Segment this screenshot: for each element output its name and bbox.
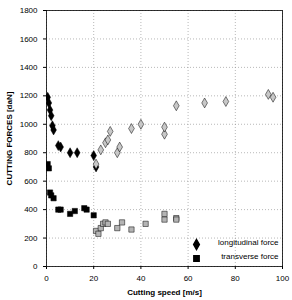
svg-text:1000: 1000 [20, 120, 38, 129]
svg-text:1600: 1600 [20, 35, 38, 44]
svg-text:20: 20 [89, 274, 98, 283]
svg-text:400: 400 [24, 205, 38, 214]
svg-text:100: 100 [276, 274, 290, 283]
svg-text:40: 40 [136, 274, 145, 283]
svg-text:800: 800 [24, 148, 38, 157]
svg-text:Cutting speed [m/s]: Cutting speed [m/s] [127, 288, 202, 297]
svg-text:1800: 1800 [20, 6, 38, 15]
svg-text:200: 200 [24, 234, 38, 243]
svg-text:CUTTING FORCES [daN]: CUTTING FORCES [daN] [5, 91, 14, 185]
svg-text:0: 0 [33, 262, 38, 271]
svg-text:transverse force: transverse force [221, 252, 279, 261]
svg-text:1400: 1400 [20, 63, 38, 72]
svg-text:80: 80 [231, 274, 240, 283]
svg-text:1200: 1200 [20, 91, 38, 100]
svg-text:60: 60 [184, 274, 193, 283]
svg-text:600: 600 [24, 177, 38, 186]
svg-text:longitudinal force: longitudinal force [218, 238, 279, 247]
svg-text:0: 0 [44, 274, 49, 283]
